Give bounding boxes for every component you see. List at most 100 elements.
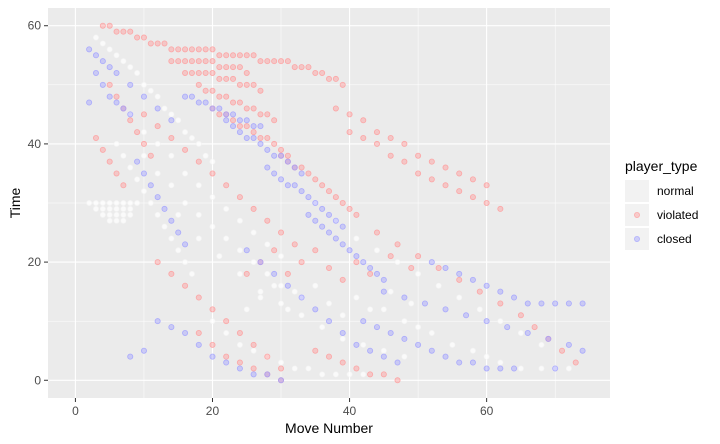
data-point bbox=[291, 241, 298, 248]
data-point bbox=[442, 164, 449, 171]
data-point bbox=[415, 170, 422, 177]
data-point bbox=[373, 229, 380, 236]
data-point bbox=[182, 282, 189, 289]
data-point bbox=[250, 365, 257, 372]
data-point bbox=[106, 64, 113, 71]
data-point bbox=[202, 58, 209, 65]
x-tick-label: 0 bbox=[72, 404, 79, 418]
data-point bbox=[243, 52, 250, 59]
data-point bbox=[168, 58, 175, 65]
data-point bbox=[552, 365, 559, 372]
data-point bbox=[140, 152, 147, 159]
data-point bbox=[278, 152, 285, 159]
data-point bbox=[291, 164, 298, 171]
data-point bbox=[428, 347, 435, 354]
data-point bbox=[216, 105, 223, 112]
data-point bbox=[154, 93, 161, 100]
data-point bbox=[86, 46, 93, 53]
data-point bbox=[456, 170, 463, 177]
data-point bbox=[168, 270, 175, 277]
data-point bbox=[106, 158, 113, 165]
data-point bbox=[325, 264, 332, 271]
data-point bbox=[298, 164, 305, 171]
data-point bbox=[559, 347, 566, 354]
data-point bbox=[497, 300, 504, 307]
data-point bbox=[298, 188, 305, 195]
data-point bbox=[92, 34, 99, 41]
data-point bbox=[202, 152, 209, 159]
data-point bbox=[401, 158, 408, 165]
data-point bbox=[278, 377, 285, 384]
x-axis-ticks: 0 20 40 60 bbox=[72, 398, 494, 418]
data-point bbox=[264, 146, 271, 153]
data-point bbox=[175, 58, 182, 65]
data-point bbox=[230, 111, 237, 118]
data-point bbox=[154, 318, 161, 325]
data-point bbox=[428, 176, 435, 183]
data-point bbox=[92, 205, 99, 212]
data-point bbox=[223, 329, 230, 336]
data-point bbox=[223, 93, 230, 100]
data-point bbox=[147, 152, 154, 159]
data-point bbox=[147, 199, 154, 206]
data-point bbox=[168, 152, 175, 159]
data-point bbox=[188, 46, 195, 53]
data-point bbox=[291, 365, 298, 372]
data-point bbox=[175, 117, 182, 124]
data-point bbox=[154, 194, 161, 201]
data-point bbox=[209, 353, 216, 360]
minor-gridlines bbox=[48, 8, 610, 398]
data-point bbox=[579, 347, 586, 354]
data-point bbox=[134, 129, 141, 136]
data-point bbox=[250, 81, 257, 88]
data-point bbox=[202, 46, 209, 53]
data-point bbox=[565, 341, 572, 348]
data-point bbox=[161, 205, 168, 212]
data-point bbox=[332, 75, 339, 82]
data-point bbox=[99, 40, 106, 47]
data-point bbox=[243, 117, 250, 124]
data-point bbox=[339, 335, 346, 342]
data-point bbox=[346, 205, 353, 212]
data-point bbox=[456, 188, 463, 195]
data-point bbox=[271, 58, 278, 65]
data-point bbox=[264, 371, 271, 378]
data-point bbox=[284, 270, 291, 277]
data-point bbox=[278, 282, 285, 289]
data-point bbox=[456, 359, 463, 366]
data-point bbox=[236, 194, 243, 201]
data-point bbox=[223, 318, 230, 325]
data-point bbox=[572, 359, 579, 366]
data-point bbox=[469, 347, 476, 354]
data-point bbox=[284, 58, 291, 65]
data-point bbox=[223, 182, 230, 189]
data-point bbox=[421, 300, 428, 307]
data-point bbox=[346, 129, 353, 136]
data-point bbox=[264, 353, 271, 360]
data-point bbox=[223, 64, 230, 71]
data-point bbox=[271, 247, 278, 254]
data-point bbox=[339, 199, 346, 206]
data-point bbox=[243, 134, 250, 141]
data-point bbox=[209, 58, 216, 65]
data-point bbox=[195, 294, 202, 301]
data-point bbox=[182, 259, 189, 266]
data-point bbox=[223, 52, 230, 59]
data-point bbox=[373, 129, 380, 136]
data-point bbox=[113, 205, 120, 212]
data-point bbox=[442, 306, 449, 313]
data-point bbox=[140, 188, 147, 195]
data-point bbox=[195, 211, 202, 218]
data-point bbox=[99, 199, 106, 206]
data-point bbox=[332, 105, 339, 112]
data-point bbox=[319, 371, 326, 378]
data-point bbox=[134, 199, 141, 206]
data-point bbox=[223, 359, 230, 366]
data-point bbox=[106, 46, 113, 53]
data-point bbox=[483, 199, 490, 206]
data-point bbox=[250, 134, 257, 141]
data-point bbox=[182, 170, 189, 177]
data-point bbox=[284, 282, 291, 289]
legend-entry-violated: violated bbox=[625, 204, 698, 226]
data-point bbox=[346, 247, 353, 254]
